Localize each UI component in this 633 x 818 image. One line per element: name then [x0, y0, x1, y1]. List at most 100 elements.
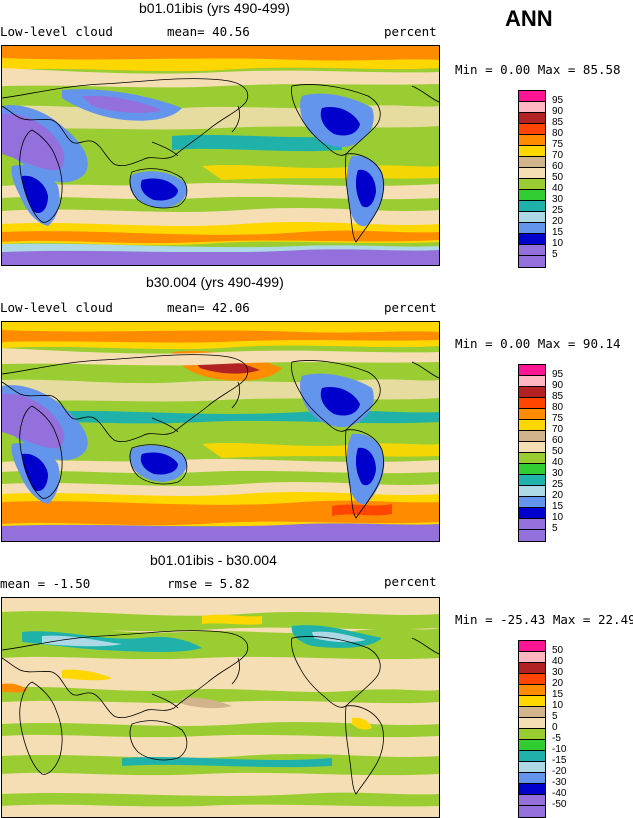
panel-3-legend-swatch-neg40 [519, 784, 545, 795]
panel-1-legend-label: 60 [552, 161, 564, 172]
panel-1-legend-swatch-20 [519, 212, 545, 223]
panel-3-legend-swatch-neg15 [519, 751, 545, 762]
panel-3-rmse-label: rmse = 5.82 [167, 576, 250, 591]
panel-2-legend-swatch-95 [519, 365, 545, 376]
panel-2-variable-label: Low-level cloud [0, 300, 113, 315]
panel-2-map [1, 321, 440, 542]
panel-3-legend-label: 20 [552, 678, 564, 689]
panel-3-contour-map [2, 598, 439, 817]
panel-3-legend-swatch-neg50 [519, 795, 545, 806]
panel-3-title: b01.01ibis - b30.004 [150, 552, 277, 568]
panel-2-legend-label: 95 [552, 369, 564, 380]
panel-3-legend [518, 640, 546, 818]
panel-2-legend [518, 364, 546, 542]
panel-3-legend-label: 5 [552, 711, 558, 722]
panel-1-legend [518, 90, 546, 268]
panel-2-legend-swatch-40 [519, 453, 545, 464]
panel-1-legend-swatch-50 [519, 168, 545, 179]
panel-3-legend-swatch-10 [519, 696, 545, 707]
panel-1-legend-label: 90 [552, 106, 564, 117]
panel-3-legend-swatch-neg10 [519, 740, 545, 751]
panel-3-legend-label: -15 [552, 755, 567, 766]
panel-3-legend-swatch-neg30 [519, 773, 545, 784]
panel-3-units-label: percent [384, 574, 437, 589]
panel-1-contour-map [2, 46, 439, 265]
panel-2-legend-label: 70 [552, 424, 564, 435]
panel-1-legend-swatch-15 [519, 223, 545, 234]
panel-3-legend-label: -30 [552, 777, 567, 788]
panel-1-legend-swatch-60 [519, 157, 545, 168]
panel-2-units-label: percent [384, 300, 437, 315]
panel-2-legend-label: 75 [552, 413, 564, 424]
panel-1-legend-swatch-80 [519, 124, 545, 135]
panel-1-legend-label: 30 [552, 194, 564, 205]
panel-3-legend-swatch-neg5 [519, 729, 545, 740]
panel-3-legend-swatch-15 [519, 685, 545, 696]
panel-2-legend-swatch-0 [519, 530, 545, 541]
panel-3-mean-label: mean = -1.50 [0, 576, 91, 591]
panel-1-title: b01.01ibis (yrs 490-499) [139, 0, 290, 16]
panel-3-legend-swatch-50 [519, 641, 545, 652]
panel-2-legend-swatch-50 [519, 442, 545, 453]
panel-2-legend-label: 15 [552, 501, 564, 512]
panel-1-legend-swatch-75 [519, 135, 545, 146]
panel-1-legend-label: 5 [552, 249, 558, 260]
panel-2-legend-swatch-20 [519, 486, 545, 497]
panel-2-legend-swatch-85 [519, 387, 545, 398]
panel-3-legend-label: -50 [552, 799, 567, 810]
panel-1-map [1, 45, 440, 266]
panel-1-legend-label: 95 [552, 95, 564, 106]
panel-2-legend-swatch-30 [519, 464, 545, 475]
panel-1-legend-swatch-95 [519, 91, 545, 102]
panel-3-legend-label: 0 [552, 722, 558, 733]
panel-1-legend-label: 40 [552, 183, 564, 194]
panel-2-title: b30.004 (yrs 490-499) [146, 274, 284, 290]
panel-1-variable-label: Low-level cloud [0, 24, 113, 39]
panel-1-minmax: Min = 0.00 Max = 85.58 [455, 62, 621, 77]
panel-2-mean-label: mean= 42.06 [167, 300, 250, 315]
panel-1-legend-label: 85 [552, 117, 564, 128]
panel-2-legend-label: 20 [552, 490, 564, 501]
panel-1-legend-swatch-30 [519, 190, 545, 201]
panel-1-legend-label: 25 [552, 205, 564, 216]
panel-2-legend-swatch-15 [519, 497, 545, 508]
panel-2-legend-swatch-60 [519, 431, 545, 442]
panel-3-legend-label: -5 [552, 733, 561, 744]
panel-3-legend-swatch-40 [519, 652, 545, 663]
panel-2-legend-label: 90 [552, 380, 564, 391]
panel-3-legend-swatch-min [519, 806, 545, 817]
panel-2-legend-swatch-5 [519, 519, 545, 530]
panel-3-legend-swatch-5 [519, 707, 545, 718]
panel-1-mean-label: mean= 40.56 [167, 24, 250, 39]
panel-3-legend-swatch-20 [519, 674, 545, 685]
panel-3-legend-label: -20 [552, 766, 567, 777]
panel-2-contour-map [2, 322, 439, 541]
panel-2-legend-label: 30 [552, 468, 564, 479]
panel-2-legend-swatch-80 [519, 398, 545, 409]
panel-1-legend-swatch-85 [519, 113, 545, 124]
panel-1-legend-label: 70 [552, 150, 564, 161]
panel-1-legend-label: 75 [552, 139, 564, 150]
panel-2-legend-label: 80 [552, 402, 564, 413]
panel-3-legend-label: 10 [552, 700, 564, 711]
panel-2-legend-swatch-10 [519, 508, 545, 519]
panel-1-legend-swatch-90 [519, 102, 545, 113]
panel-2-legend-swatch-75 [519, 409, 545, 420]
panel-1-legend-swatch-25 [519, 201, 545, 212]
panel-1-legend-label: 80 [552, 128, 564, 139]
panel-1-legend-label: 10 [552, 238, 564, 249]
panel-3-map [1, 597, 440, 818]
panel-3-legend-swatch-neg20 [519, 762, 545, 773]
panel-3-legend-label: 15 [552, 689, 564, 700]
panel-2-legend-swatch-25 [519, 475, 545, 486]
panel-1-units-label: percent [384, 24, 437, 39]
panel-3-minmax: Min = -25.43 Max = 22.49 [455, 612, 633, 627]
panel-2-legend-label: 25 [552, 479, 564, 490]
panel-1-legend-swatch-10 [519, 234, 545, 245]
panel-3-legend-swatch-30 [519, 663, 545, 674]
panel-2-legend-swatch-70 [519, 420, 545, 431]
panel-2-legend-label: 85 [552, 391, 564, 402]
panel-1-legend-swatch-70 [519, 146, 545, 157]
panel-2-legend-swatch-90 [519, 376, 545, 387]
panel-1-legend-label: 20 [552, 216, 564, 227]
